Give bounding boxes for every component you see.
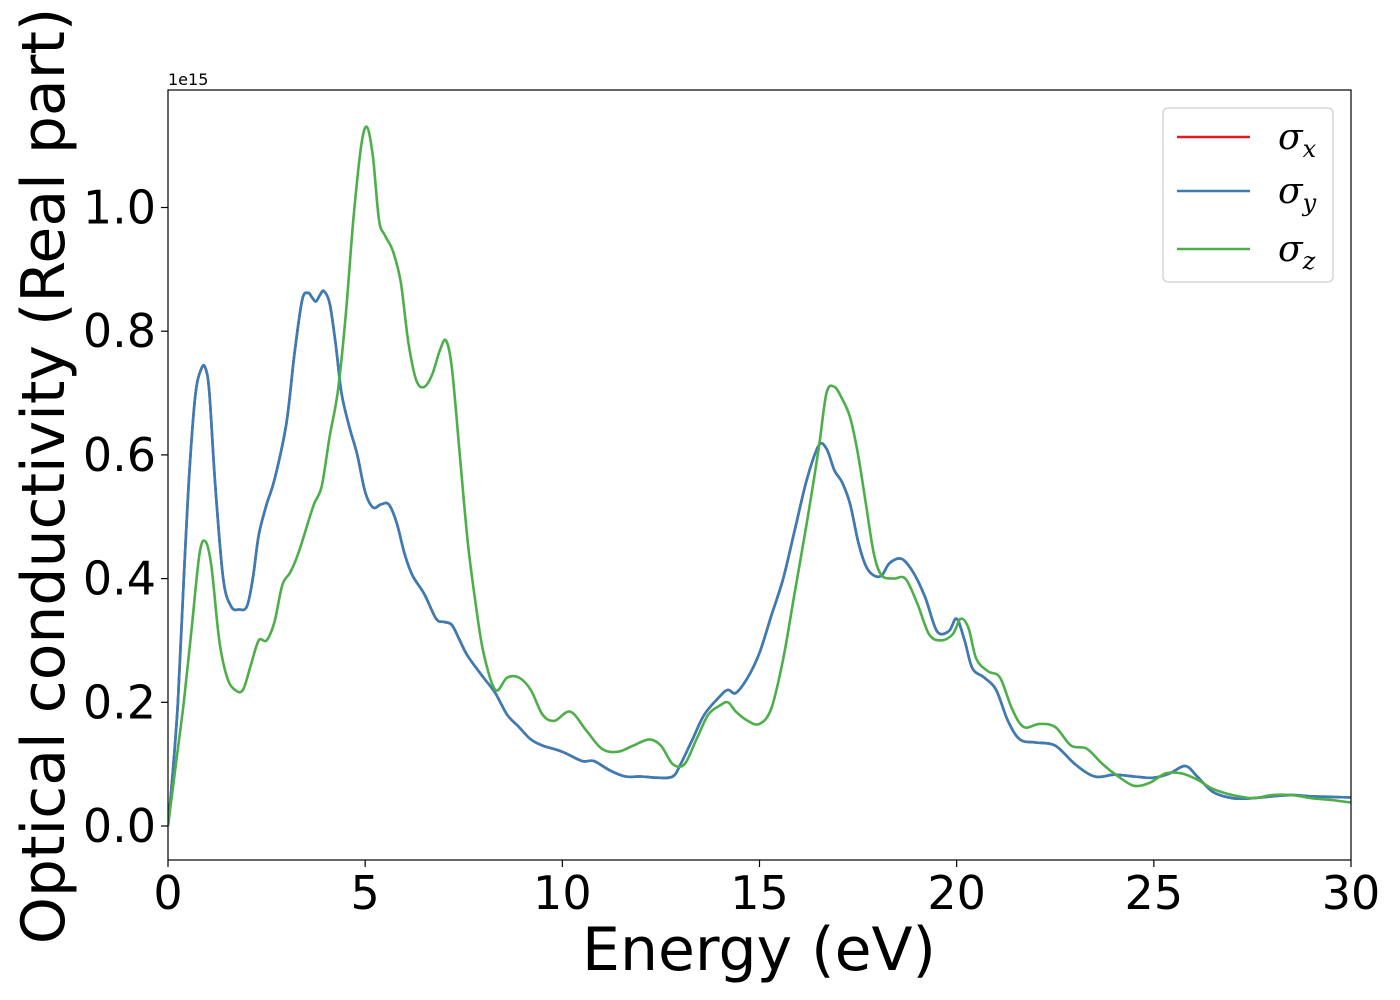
- x-tick-label: 30: [1322, 866, 1381, 920]
- legend-label-z: σz: [1278, 229, 1316, 275]
- y-tick-label: 1.0: [83, 181, 156, 235]
- x-tick-label: 15: [730, 866, 789, 920]
- y-tick-label: 0.0: [83, 799, 156, 853]
- x-tick-label: 10: [533, 866, 592, 920]
- legend-box: [1162, 107, 1334, 283]
- legend-label-x: σx: [1278, 117, 1317, 163]
- x-tick-label: 25: [1125, 866, 1184, 920]
- series-layer: [168, 125, 1351, 827]
- series-line-y: [168, 289, 1351, 827]
- y-tick-label: 0.2: [83, 675, 156, 729]
- y-axis-label: Optical conductivity (Real part): [9, 8, 79, 945]
- series-line-z: [168, 125, 1351, 827]
- y-offset-label: 1e15: [168, 70, 208, 89]
- axes-layer: 0 5 10 15 20 25 30 0.0 0.2 0.4 0.6 0.8 1.0: [83, 181, 1380, 920]
- x-tick-label: 20: [927, 866, 986, 920]
- y-tick-label: 0.6: [83, 428, 156, 482]
- legend-label-y: σy: [1278, 171, 1317, 217]
- y-tick-label: 0.4: [83, 552, 156, 606]
- legend: σx σy σz: [1162, 107, 1334, 283]
- y-tick-label: 0.8: [83, 304, 156, 358]
- x-tick-label: 5: [351, 866, 380, 920]
- x-tick-label: 0: [153, 866, 182, 920]
- x-axis-label: Energy (eV): [582, 915, 936, 985]
